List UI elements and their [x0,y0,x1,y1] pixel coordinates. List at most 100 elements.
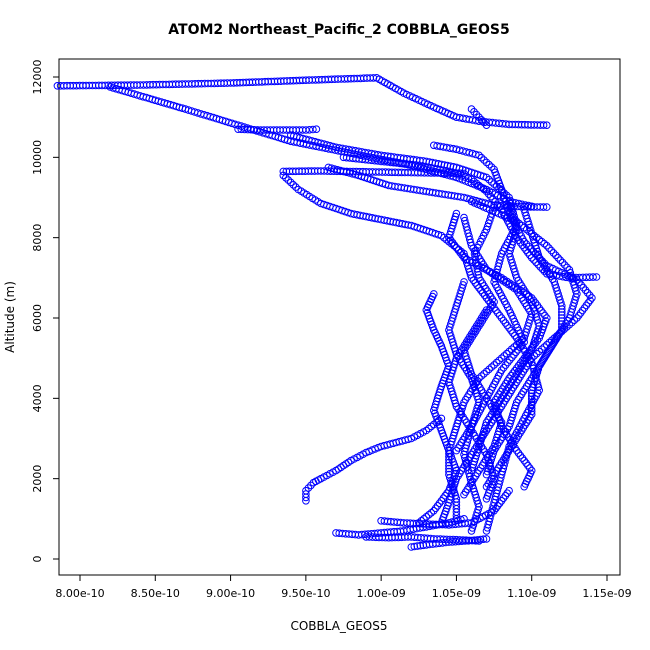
data-point [534,319,543,327]
data-point [432,418,441,427]
data-point [416,541,425,550]
data-point [527,344,536,352]
data-point [457,515,465,524]
data-point [520,482,529,491]
data-point [479,535,488,544]
data-point [441,491,449,500]
data-point [526,464,534,472]
data-point [473,536,482,544]
data-point [477,153,486,162]
data-point [440,233,448,242]
data-point [549,249,558,257]
data-point [541,311,549,320]
data-point [454,171,463,179]
data-point [472,110,481,119]
data-point [484,190,493,198]
data-point [452,446,461,455]
data-point [522,240,531,248]
data-point [558,305,566,313]
data-point [577,281,586,289]
data-point [588,294,596,302]
data-point [467,175,476,184]
data-point [477,372,486,380]
data-point [287,178,295,187]
data-point [500,352,508,360]
data-point [501,319,510,327]
data-point [495,499,504,508]
data-point [499,494,508,503]
data-point [480,370,488,378]
data-point [511,331,519,340]
data-point [490,361,498,369]
data-point [539,203,548,211]
data-point [532,233,541,242]
data-point [490,203,498,212]
data-point [583,289,592,297]
data-point [309,125,317,134]
data-point [539,309,547,317]
data-point [467,274,476,282]
data-point [501,491,510,500]
data-point [410,542,419,551]
data-point [520,223,529,232]
data-point [437,414,446,423]
data-point [475,537,483,545]
data-point [505,347,513,356]
data-point [586,291,594,300]
data-point [312,125,321,133]
data-point [458,172,466,180]
data-point [427,509,436,517]
data-point [558,302,566,310]
data-point [431,504,440,513]
data-point [527,404,536,413]
data-point [474,395,482,404]
data-point [552,251,560,260]
data-point [535,347,544,356]
data-point [452,511,461,520]
data-point [475,181,483,190]
data-point [456,248,465,257]
data-point [578,306,587,315]
y-tick-label: 0 [31,556,44,563]
data-point [450,241,459,249]
data-point [422,426,431,435]
data-point [539,121,548,129]
data-point [472,150,480,159]
data-point [558,320,566,328]
data-point [460,515,468,523]
data-point [437,497,446,505]
data-point [470,108,478,116]
data-point [477,116,486,124]
data-point [482,367,491,376]
data-point [433,502,442,510]
data-point [494,309,502,317]
data-point [556,256,565,265]
data-point [592,273,601,281]
data-point [525,227,534,236]
data-point [510,343,518,351]
data-point [527,294,536,302]
data-point [460,169,468,178]
x-tick-label: 1.00e-09 [357,587,406,600]
data-point [475,113,483,121]
data-point [576,309,585,317]
x-axis: 8.00e-10 8.50e-10 9.00e-10 9.50e-10 1.00e-09… [55,574,632,600]
data-point [413,542,422,550]
data-point [467,466,476,475]
data-point [581,286,590,295]
data-point [507,326,515,335]
y-axis-label: Altitude (m) [3,281,17,353]
data-point [489,195,497,203]
data-point [487,192,495,201]
data-point [284,176,293,184]
data-point [425,424,433,433]
data-point [492,358,501,367]
data-point [497,314,506,322]
data-point [543,121,551,129]
data-point [512,364,521,373]
data-point [520,237,529,246]
data-point [476,535,485,544]
data-point [487,363,496,371]
data-point [558,258,567,267]
data-point [452,243,461,252]
